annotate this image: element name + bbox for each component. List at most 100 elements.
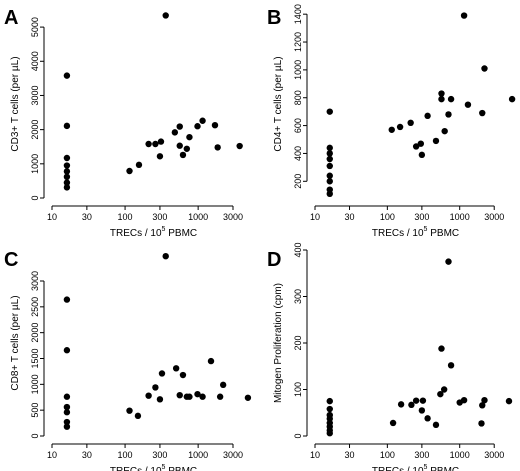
data-point <box>460 396 468 404</box>
x-tick-label: 3000 <box>223 212 243 222</box>
x-tick-label: 30 <box>82 450 92 460</box>
data-point <box>478 420 485 427</box>
data-point <box>63 418 71 426</box>
data-point <box>438 95 445 103</box>
data-point <box>412 397 420 404</box>
data-point <box>126 407 133 414</box>
data-point <box>424 415 431 422</box>
x-tick-label: 100 <box>118 450 133 460</box>
data-point <box>152 384 159 391</box>
data-point <box>397 401 405 408</box>
data-point <box>396 123 404 131</box>
data-point <box>199 393 206 400</box>
data-point <box>63 154 71 162</box>
data-point <box>171 129 179 136</box>
x-axis-label: TRECs / 105 PBMC <box>110 226 197 239</box>
data-point <box>388 126 395 133</box>
data-point <box>447 95 455 103</box>
data-point <box>63 179 71 186</box>
data-point <box>157 138 165 145</box>
data-point <box>194 123 201 130</box>
y-tick-label: 1000 <box>293 60 303 80</box>
data-point <box>481 65 488 72</box>
data-point <box>63 162 71 169</box>
data-point <box>326 178 333 185</box>
y-axis-label: CD4+ T cells (per µL) <box>273 56 284 151</box>
data-point <box>326 430 333 437</box>
data-point <box>326 190 333 198</box>
data-point <box>162 253 169 260</box>
panel-d: D 10 30 100 300 1000 3000 0 100 200 300 400 TRECs / … <box>267 242 513 471</box>
data-point <box>172 365 180 372</box>
y-tick-label: 1400 <box>293 4 303 24</box>
y-tick-label: 300 <box>293 289 303 304</box>
y-tick-label: 2500 <box>30 297 40 317</box>
data-point <box>418 151 426 159</box>
y-tick-label: 1200 <box>293 32 303 52</box>
y-tick-label: 1000 <box>30 154 40 174</box>
panel-b: B 10 30 100 300 1000 3000 200 400 600 800 1000 1200 1… <box>267 4 516 239</box>
data-point <box>479 109 486 117</box>
y-tick-label: 0 <box>30 433 40 438</box>
data-point <box>63 122 71 130</box>
y-tick-label: 3000 <box>30 271 40 291</box>
data-point <box>63 347 71 354</box>
x-tick-label: 1000 <box>188 212 208 222</box>
data-point <box>445 111 452 118</box>
y-tick-label: 200 <box>293 335 303 350</box>
x-tick-label: 1000 <box>188 450 208 460</box>
y-tick-label: 500 <box>30 403 40 418</box>
y-tick-label: 2000 <box>30 120 40 140</box>
y-axis-label: Mitogen Proliferation (cpm) <box>273 283 284 403</box>
data-point <box>207 357 215 365</box>
x-tick-label: 3000 <box>484 212 504 222</box>
panel-letter: A <box>4 7 18 29</box>
data-point <box>162 12 169 19</box>
data-point <box>419 397 427 404</box>
data-point <box>63 296 71 303</box>
data-point <box>199 117 206 124</box>
data-point <box>63 184 71 191</box>
data-point <box>134 412 142 420</box>
data-point <box>441 127 448 135</box>
x-tick-label: 3000 <box>484 450 504 460</box>
data-point <box>186 393 193 400</box>
x-axis-label: TRECs / 105 PBMC <box>110 464 197 471</box>
data-point <box>326 155 333 163</box>
y-tick-label: 600 <box>293 118 303 133</box>
x-tick-label: 30 <box>82 212 92 222</box>
x-tick-label: 10 <box>47 450 57 460</box>
data-point <box>412 143 420 150</box>
y-axis-label: CD3+ T cells (per µL) <box>10 56 21 151</box>
x-axis-label: TRECs / 105 PBMC <box>372 464 459 471</box>
data-point <box>326 397 333 405</box>
y-tick-label: 1500 <box>30 348 40 368</box>
data-point <box>156 396 164 403</box>
x-tick-label: 300 <box>152 450 167 460</box>
data-point <box>326 162 333 170</box>
x-tick-label: 10 <box>310 450 320 460</box>
data-point <box>63 403 71 411</box>
data-point <box>408 401 415 409</box>
data-point <box>158 370 166 377</box>
data-point <box>464 101 472 108</box>
y-tick-label: 400 <box>293 146 303 161</box>
data-point <box>432 421 440 429</box>
y-tick-label: 800 <box>293 90 303 105</box>
data-point <box>326 144 333 152</box>
data-point <box>156 153 164 160</box>
data-point <box>508 95 516 103</box>
data-point <box>407 119 414 127</box>
data-point <box>460 12 468 19</box>
data-point <box>244 394 252 401</box>
data-point <box>186 133 193 141</box>
data-point <box>505 397 513 405</box>
y-tick-label: 2000 <box>30 323 40 343</box>
panel-letter: C <box>4 249 18 271</box>
data-point <box>63 393 71 400</box>
panel-letter: B <box>267 7 281 29</box>
x-tick-label: 300 <box>414 450 429 460</box>
data-point <box>418 407 426 414</box>
y-tick-label: 0 <box>293 433 303 438</box>
